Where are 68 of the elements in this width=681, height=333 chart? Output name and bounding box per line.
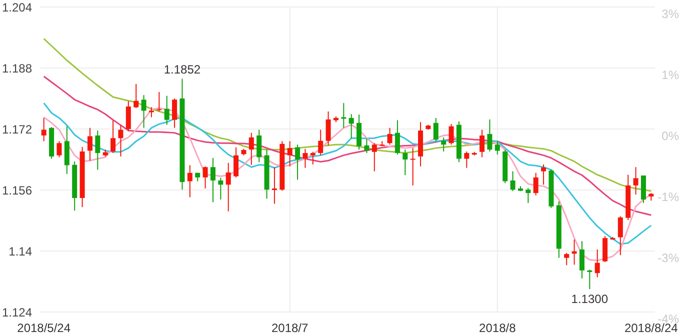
candlestick [356, 114, 362, 150]
candlestick [441, 136, 446, 152]
candlestick [348, 114, 354, 140]
candlestick [156, 92, 162, 112]
candlestick [126, 100, 131, 132]
candlestick [341, 102, 346, 128]
candlestick [218, 177, 224, 200]
candlestick [564, 252, 570, 266]
candlestick [287, 140, 292, 167]
candlestick [464, 150, 470, 168]
candlestick [533, 172, 538, 196]
x-tick-label: 2018/8 [479, 321, 516, 333]
candlestick [372, 142, 377, 172]
candlestick [526, 188, 531, 204]
candlestick [387, 127, 392, 146]
candlestick [87, 127, 92, 162]
annotation: 1.1852 [164, 62, 201, 77]
candlestick [256, 129, 262, 163]
y-tick-label: 1.188 [2, 61, 32, 76]
candlestick [633, 166, 638, 196]
line-series [43, 38, 652, 192]
candlestick [187, 164, 192, 198]
candlestick [226, 162, 231, 212]
candlestick [602, 236, 608, 263]
y-tick-label: 1.14 [8, 244, 32, 258]
candlestick [480, 129, 485, 158]
candlestick [95, 130, 100, 170]
candlestick [587, 269, 592, 290]
candlestick [110, 120, 116, 154]
candlestick [41, 117, 46, 142]
candlestick [618, 216, 623, 256]
candlestick [433, 117, 438, 142]
candlestick [594, 248, 600, 278]
candlestick [487, 118, 492, 152]
candlestick [310, 151, 316, 165]
candlestick [510, 170, 516, 192]
candlestick [541, 164, 546, 186]
candlestick [318, 129, 324, 156]
y-tick-label: 1.124 [2, 305, 32, 320]
candlestick [394, 120, 400, 156]
candlestick [364, 138, 370, 154]
candlestick [134, 84, 139, 109]
candlestick [210, 157, 216, 203]
candlestick [141, 94, 146, 128]
y-tick-label: 1.156 [2, 183, 32, 198]
x-tick-label: 2018/5/24 [17, 321, 71, 333]
candlestick [295, 144, 300, 180]
candlestick [410, 148, 416, 186]
line-series [43, 76, 652, 216]
candlestick [579, 240, 584, 279]
candlestick [248, 132, 254, 166]
candlestick [402, 149, 408, 176]
candlestick [118, 124, 124, 157]
candlestick [234, 146, 239, 178]
candlestick [448, 124, 454, 146]
candlestick [302, 148, 308, 168]
candlestick [202, 166, 208, 189]
candlestick [272, 166, 277, 204]
candlestick [494, 140, 500, 156]
annotation: 1.1300 [571, 292, 608, 306]
candlestick [148, 106, 154, 118]
y-tick-label: 1.204 [2, 0, 32, 14]
candlestick [326, 110, 331, 146]
candlestick [164, 95, 170, 126]
candlestick [172, 98, 178, 128]
y-tick-label: 1.172 [2, 122, 32, 136]
x-tick-label: 2018/7 [271, 321, 309, 333]
candlestick [56, 140, 62, 158]
